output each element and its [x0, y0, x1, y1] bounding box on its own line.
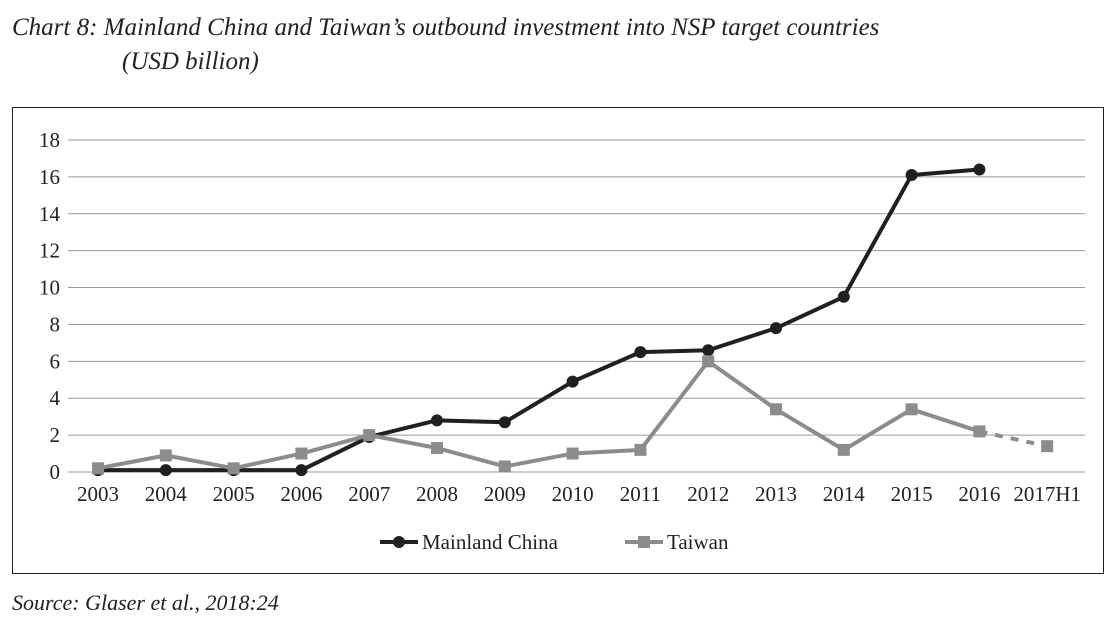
- y-tick-label: 2: [50, 423, 61, 447]
- data-point: [566, 375, 579, 388]
- y-tick-label: 18: [39, 128, 60, 152]
- y-tick-label: 6: [50, 349, 61, 373]
- x-tick-label: 2010: [552, 482, 594, 506]
- x-tick-label: 2003: [77, 482, 119, 506]
- data-point: [702, 355, 715, 368]
- y-tick-label: 0: [50, 460, 61, 484]
- data-point: [973, 425, 986, 438]
- data-point: [566, 447, 579, 460]
- y-tick-label: 14: [39, 202, 61, 226]
- x-tick-label: 2014: [823, 482, 866, 506]
- data-point: [634, 443, 647, 456]
- data-point: [498, 416, 511, 429]
- x-tick-label: 2006: [280, 482, 322, 506]
- data-point: [905, 403, 918, 416]
- data-point: [159, 449, 172, 462]
- chart-title: Chart 8: Mainland China and Taiwan’s out…: [12, 14, 880, 41]
- legend-marker: [638, 536, 650, 548]
- y-tick-label: 16: [39, 165, 60, 189]
- series-line-taiwan: [97, 359, 981, 471]
- data-point: [92, 462, 104, 475]
- data-point: [159, 464, 172, 477]
- data-point: [702, 344, 715, 357]
- y-tick-label: 4: [50, 386, 61, 410]
- x-tick-label: 2013: [755, 482, 797, 506]
- x-tick-label: 2007: [348, 482, 390, 506]
- x-tick-label: 2005: [213, 482, 255, 506]
- legend-marker: [393, 536, 405, 548]
- data-point: [837, 290, 850, 303]
- data-point: [770, 322, 782, 335]
- x-tick-label: 2009: [484, 482, 526, 506]
- legend-label: Mainland China: [422, 530, 559, 554]
- data-point: [770, 403, 782, 416]
- chart-source: Source: Glaser et al., 2018:24: [12, 590, 279, 615]
- x-tick-label: 2015: [891, 482, 933, 506]
- y-tick-label: 8: [50, 312, 61, 336]
- chart-subtitle: (USD billion): [122, 48, 259, 75]
- data-point: [227, 462, 240, 475]
- data-point: [498, 460, 511, 473]
- x-tick-label: 2012: [687, 482, 729, 506]
- x-tick-label: 2008: [416, 482, 458, 506]
- x-tick-label: 2011: [620, 482, 661, 506]
- data-point: [431, 414, 443, 427]
- data-point: [295, 447, 308, 460]
- y-tick-label: 12: [39, 239, 60, 263]
- data-point: [431, 442, 443, 455]
- data-point: [973, 163, 986, 176]
- series-dashed-line: [978, 429, 1048, 449]
- data-point: [1041, 440, 1054, 453]
- series-line-mainland-china: [98, 167, 980, 473]
- data-point: [905, 169, 918, 182]
- data-point: [634, 346, 647, 359]
- x-tick-label: 2016: [958, 482, 1000, 506]
- x-tick-label: 2004: [145, 482, 188, 506]
- chart-frame: [12, 107, 1104, 574]
- data-point: [837, 443, 850, 456]
- data-point: [295, 464, 308, 477]
- y-tick-label: 10: [39, 276, 60, 300]
- data-point: [363, 429, 376, 442]
- legend-label: Taiwan: [667, 530, 729, 554]
- x-tick-label: 2017H1: [1013, 482, 1081, 506]
